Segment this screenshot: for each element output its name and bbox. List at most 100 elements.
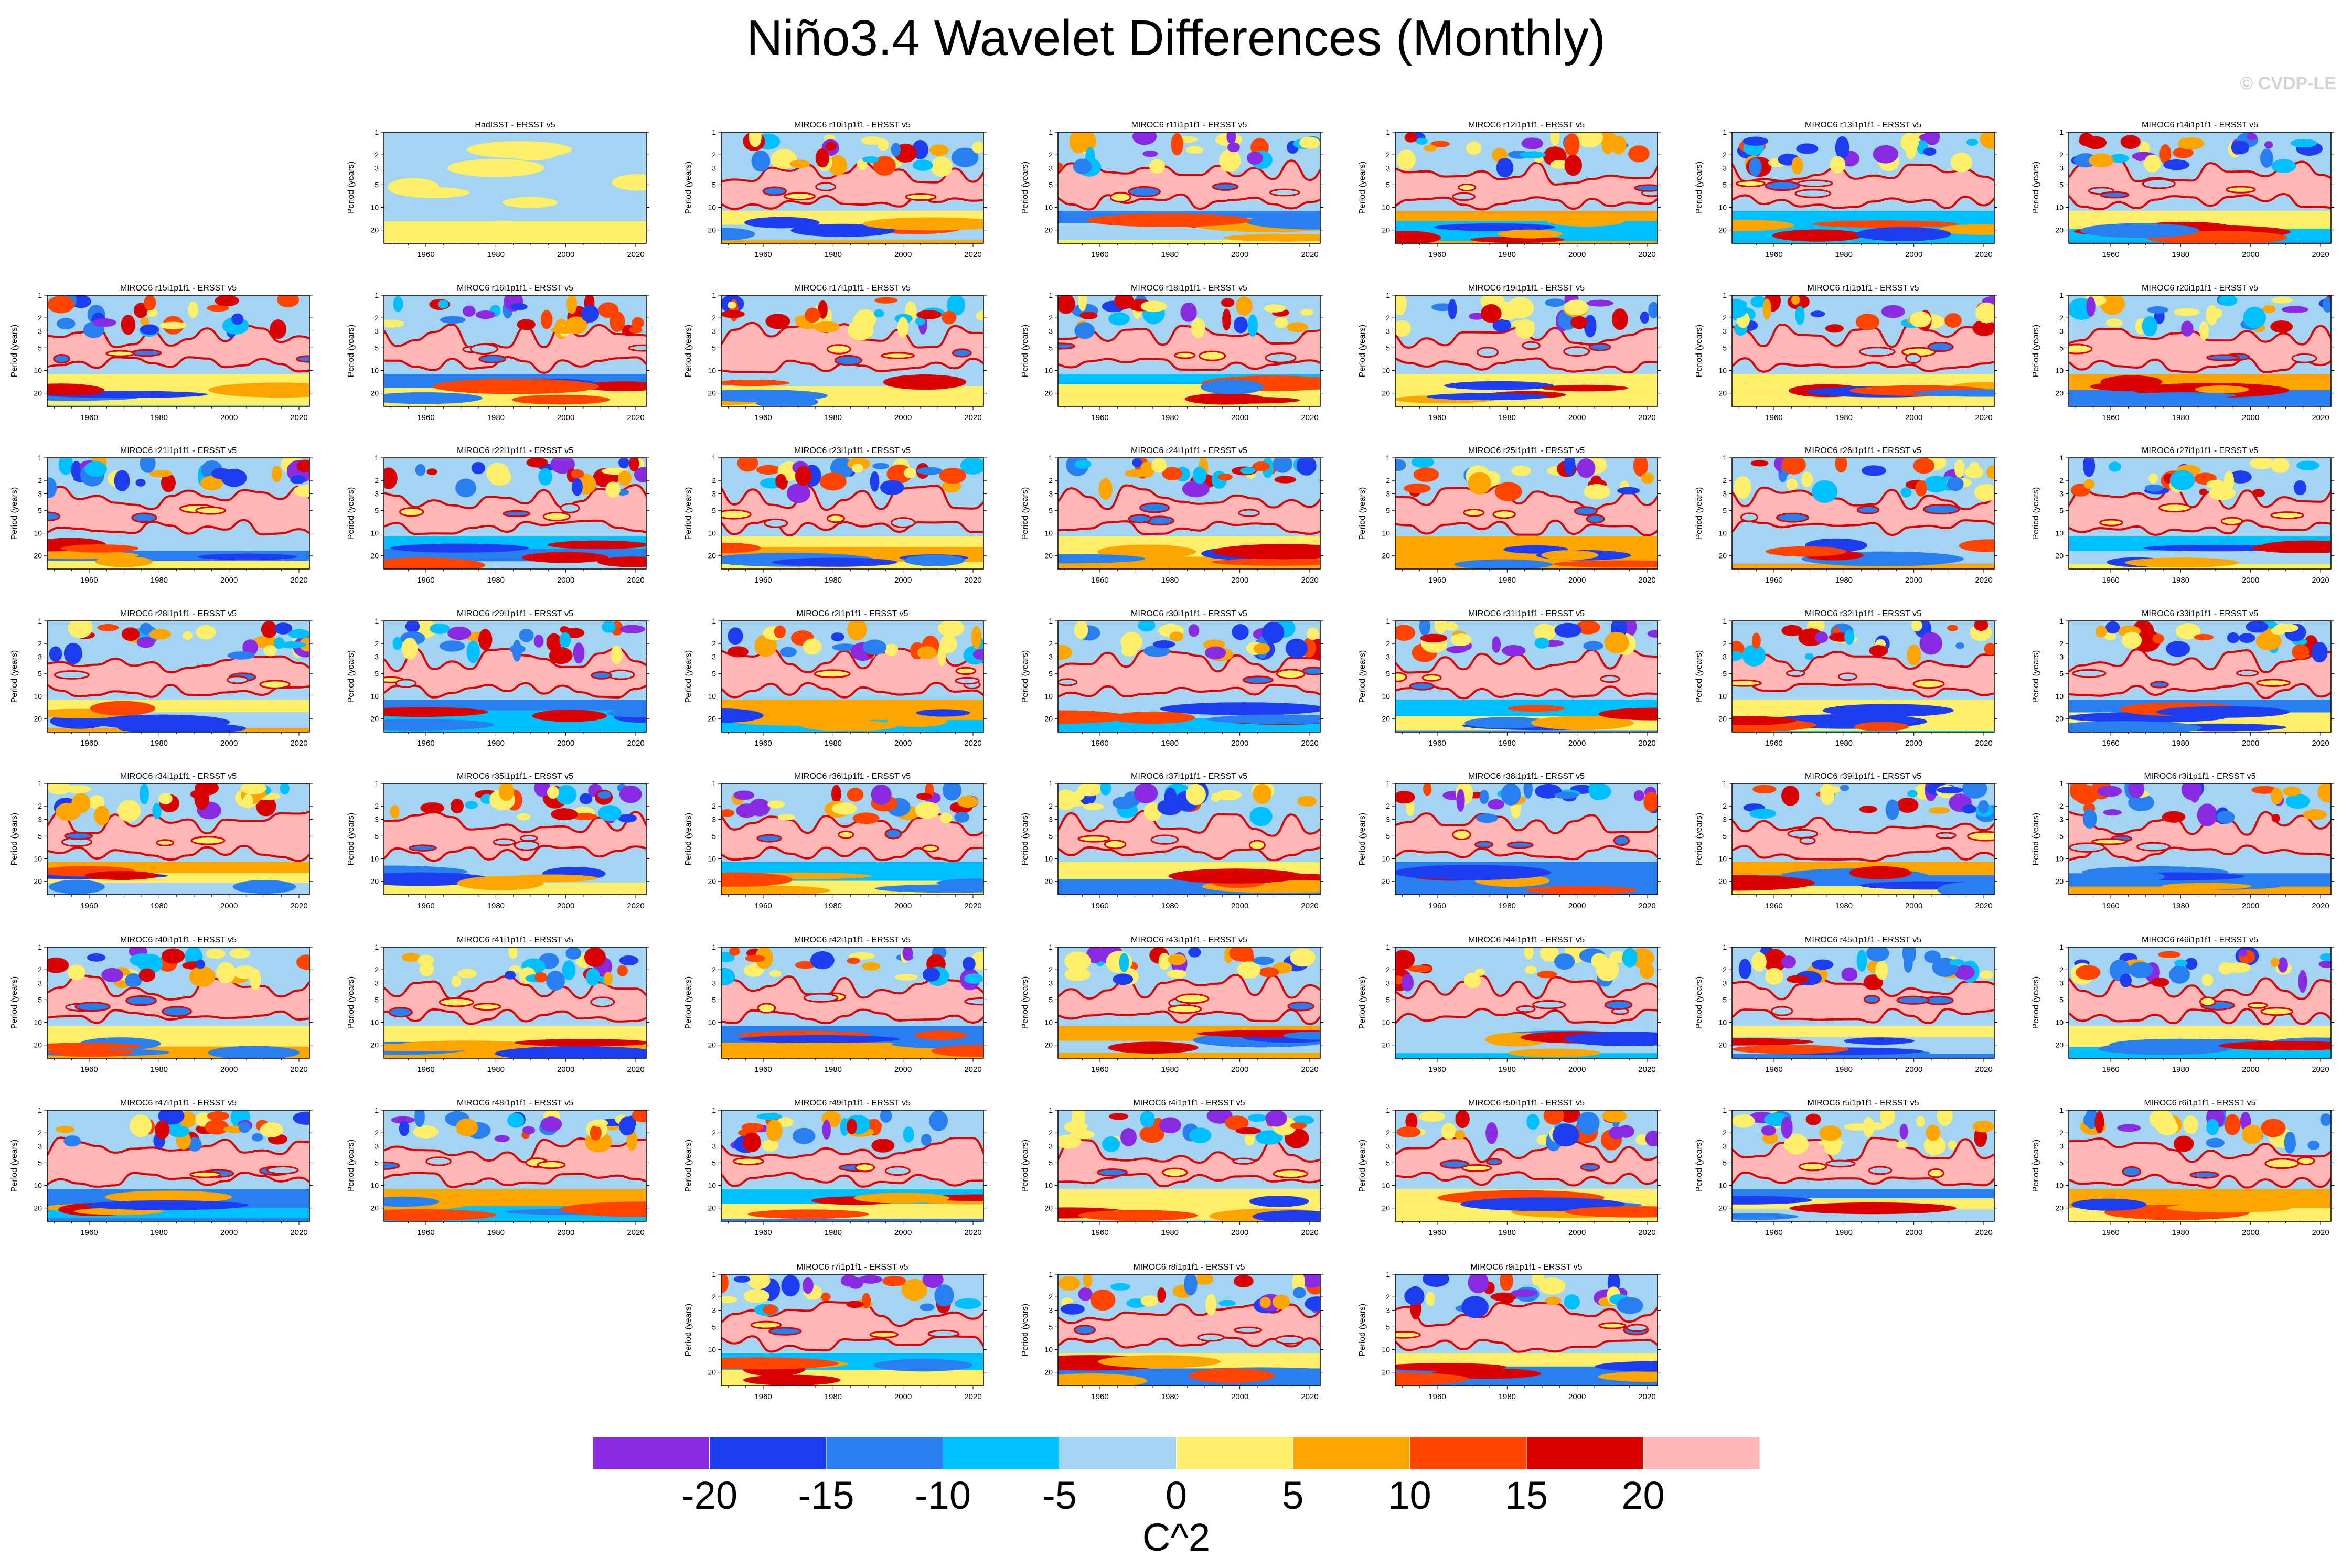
field-blob [1253,643,1270,654]
field-blob [745,954,765,962]
field-blob [937,644,947,667]
y-tick-label: 3 [1723,652,1727,661]
field-blob [929,1110,948,1131]
field-blob [1611,135,1627,155]
coi-band [384,975,646,1025]
y-tick-label: 10 [1382,367,1390,375]
field-blob [1617,1297,1643,1314]
field-blob [831,785,841,803]
x-tick-label: 1960 [1428,1392,1446,1401]
field-blob [1545,1296,1562,1305]
field-blob [451,798,464,814]
field-blob [1749,157,1762,177]
x-tick-label: 2000 [1905,1065,1922,1074]
wavelet-panel: MIROC6 r29i1p1f1 - ERSST v512351020Perio… [347,609,649,748]
panel-frame [1057,1274,1321,1386]
y-axis-label: Period (years) [684,487,693,540]
field-blob [1058,1276,1081,1291]
field-blob [581,381,646,391]
panel-title: MIROC6 r13i1p1f1 - ERSST v5 [1805,121,1921,130]
y-tick-label: 2 [38,1129,42,1137]
field-blob [861,962,881,971]
x-tick-label: 1960 [1091,250,1108,259]
field-blob [255,796,276,817]
field-blob [1272,1294,1290,1309]
field-blob [63,642,83,664]
field-blob [744,217,820,229]
wavelet-panel: MIROC6 r26i1p1f1 - ERSST v512351020Perio… [1695,446,1997,585]
field-blob [1984,643,1994,656]
field-blob [955,667,977,675]
field-blob [598,805,622,822]
x-tick-label: 1960 [1091,1228,1108,1237]
field-blob [1896,1140,1908,1149]
y-tick-label: 5 [38,1158,42,1167]
y-tick-label: 10 [34,529,42,538]
field-blob [293,485,309,497]
y-tick-label: 20 [34,1041,42,1049]
field-blob [721,872,793,887]
x-tick-label: 2020 [2312,576,2329,585]
field-blob [195,506,226,515]
field-blob [512,640,522,662]
y-tick-label: 1 [1723,454,1727,462]
field-blob [1396,1126,1421,1138]
field-blob [1565,1206,1658,1218]
field-blob [155,1120,170,1140]
coi-band [1058,484,1320,535]
field-blob [447,626,472,640]
field-blob [439,640,465,652]
x-tick-label: 1960 [1091,1392,1108,1401]
field-blob [95,556,153,567]
y-tick-label: 5 [2059,343,2064,352]
field-blob [1516,1005,1536,1013]
field-blob [207,304,229,312]
field-blob [1799,836,1816,845]
field-blob [571,813,597,821]
panel-frame [1057,783,1321,895]
y-tick-label: 1 [375,128,379,136]
x-tick-label: 2000 [2242,576,2259,585]
field-blob [1732,298,1748,319]
field-blob [413,1125,439,1139]
field-blob [1158,953,1171,970]
panel-frame [721,132,984,244]
field-blob [1900,487,1912,498]
field-blob [1140,300,1167,312]
field-blob [743,1289,770,1303]
y-tick-label: 3 [375,1142,379,1150]
x-tick-label: 2000 [1568,901,1586,910]
field-blob [819,472,847,491]
field-blob [1479,790,1489,804]
y-tick-label: 3 [1386,489,1390,498]
field-blob [71,461,82,479]
field-blob [2296,460,2320,470]
field-blob [1626,1324,1648,1333]
field-blob [1430,141,1450,147]
field-blob [47,477,57,498]
panel-title: MIROC6 r49i1p1f1 - ERSST v5 [794,1099,911,1108]
field-blob [279,641,306,649]
field-blob [1812,220,1959,228]
y-tick-label: 2 [712,965,716,974]
y-tick-label: 5 [712,995,716,1004]
y-tick-label: 3 [2059,979,2064,987]
field-blob [963,957,976,971]
panel-frame [721,1110,984,1222]
x-tick-label: 1960 [1091,1065,1108,1074]
x-tick-label: 2000 [2242,901,2259,910]
x-tick-label: 2020 [2312,413,2329,422]
y-axis-label: Period (years) [10,325,19,377]
field-blob [721,1274,729,1293]
field-blob [1967,831,1994,842]
field-blob [1903,953,1913,973]
panel-title: MIROC6 r28i1p1f1 - ERSST v5 [120,609,237,618]
panel-frame [47,1110,310,1222]
field-band [1732,1026,1994,1037]
y-tick-label: 5 [2059,832,2064,840]
field-blob [1235,1127,1261,1135]
y-tick-label: 2 [1723,965,1727,974]
field-blob [942,310,957,325]
field-blob [2185,958,2198,970]
y-tick-label: 10 [708,529,716,538]
